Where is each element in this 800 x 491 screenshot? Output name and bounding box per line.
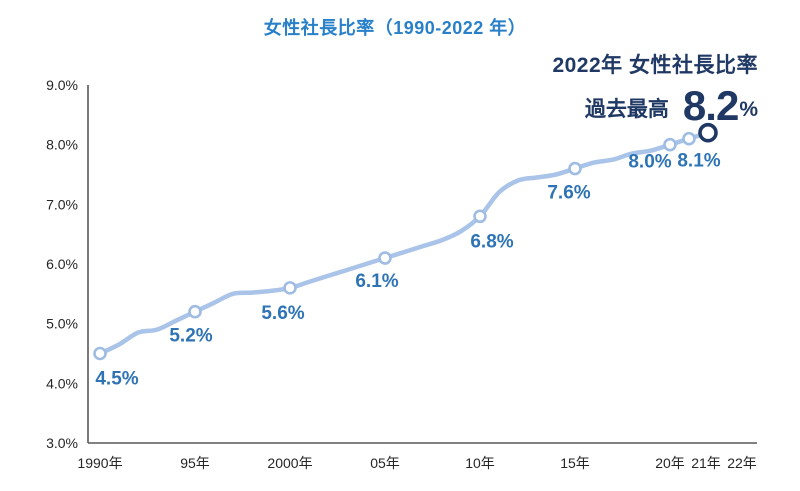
y-tick-label: 5.0% (46, 316, 78, 332)
data-point-label: 6.8% (470, 231, 513, 252)
peak-annotation-heading: 2022年 女性社長比率 (552, 54, 758, 77)
peak-annotation-value-row: 過去最高 8.2% (552, 82, 758, 130)
y-tick-label: 8.0% (46, 137, 78, 153)
y-tick-label: 7.0% (46, 196, 78, 212)
data-point-label: 5.6% (261, 303, 304, 324)
peak-annotation-unit: % (739, 98, 758, 122)
data-point-label: 8.1% (677, 151, 720, 172)
y-tick-label: 6.0% (46, 256, 78, 272)
data-point-marker (188, 304, 202, 319)
data-point-marker (473, 209, 487, 224)
peak-annotation: 2022年 女性社長比率 過去最高 8.2% (552, 54, 758, 130)
data-point-marker (93, 346, 107, 361)
data-point-label: 8.0% (628, 152, 671, 173)
data-point-marker (568, 161, 582, 176)
trend-line (97, 130, 711, 356)
x-tick-label: 15年 (560, 455, 590, 471)
x-tick-label: 1990年 (77, 455, 122, 471)
data-point-label: 5.2% (169, 326, 212, 347)
x-tick-label: 05年 (370, 455, 400, 471)
y-tick-label: 3.0% (46, 435, 78, 451)
highlight-marker-2022 (698, 122, 718, 143)
data-point-label: 6.1% (355, 271, 398, 292)
x-tick-label: 2000年 (267, 455, 312, 471)
data-point-marker (682, 131, 696, 146)
data-point-marker (283, 281, 297, 295)
y-tick-label: 4.0% (46, 375, 78, 391)
data-point-label: 4.5% (95, 369, 138, 390)
x-tick-label: 21年 (691, 455, 721, 471)
y-tick-label: 9.0% (46, 77, 78, 93)
x-tick-label: 22年 (727, 455, 757, 471)
chart-title: 女性社長比率（1990-2022 年） (263, 18, 527, 38)
data-point-label: 7.6% (547, 183, 590, 204)
x-tick-label: 20年 (655, 455, 685, 471)
peak-annotation-prefix: 過去最高 (584, 98, 669, 122)
data-point-marker (663, 137, 677, 152)
x-tick-label: 10年 (465, 455, 495, 471)
data-point-marker (378, 251, 392, 265)
peak-annotation-value: 8.2 (682, 82, 739, 130)
x-tick-label: 95年 (180, 455, 210, 471)
